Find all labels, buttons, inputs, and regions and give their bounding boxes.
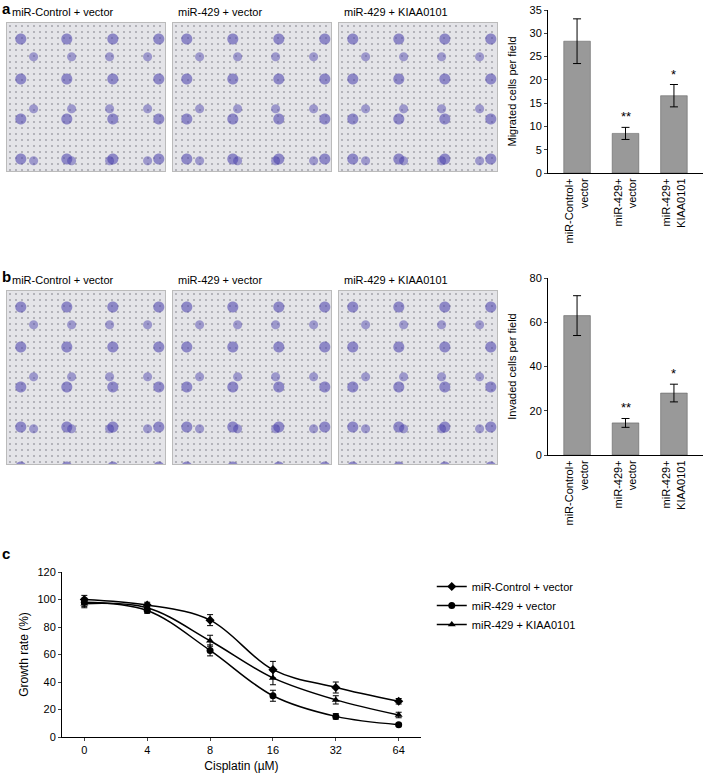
svg-text:0: 0 [536,449,542,461]
html-text:miR-429 + vector: miR-429 + vector [178,6,263,18]
svg-text:5: 5 [536,144,542,156]
svg-text:30: 30 [530,27,542,39]
svg-text:40: 40 [530,360,542,372]
svg-text:0: 0 [536,167,542,179]
svg-text:20: 20 [44,703,56,715]
svg-text:miR-429 + vector: miR-429 + vector [472,600,556,612]
html-text:miR-429 + KIAA0101: miR-429 + KIAA0101 [344,274,448,286]
svg-text:35: 35 [530,4,542,16]
html-text:c: c [2,545,11,562]
svg-text:25: 25 [530,50,542,62]
svg-text:*: * [671,366,676,381]
svg-text:60: 60 [44,648,56,660]
svg-text:**: ** [621,400,631,415]
svg-text:Growth rate (%): Growth rate (%) [17,612,31,697]
svg-text:16: 16 [267,744,279,756]
svg-text:0: 0 [50,731,56,743]
svg-text:Cisplatin (µM): Cisplatin (µM) [204,759,278,773]
svg-text:15: 15 [530,97,542,109]
svg-text:8: 8 [207,744,213,756]
svg-text:120: 120 [37,566,55,578]
svg-text:100: 100 [37,593,55,605]
html-text:amiR-Control + vector: amiR-Control + vector [2,0,114,18]
svg-text:64: 64 [393,744,405,756]
svg-text:miR-429+vector: miR-429+vector [612,178,638,226]
svg-text:*: * [671,67,676,82]
svg-text:miR-Control+vector: miR-Control+vector [563,178,589,243]
svg-text:miR-429+KIAA0101: miR-429+KIAA0101 [660,460,686,510]
svg-text:miR-Control + vector: miR-Control + vector [472,581,574,593]
svg-text:Migrated cells per field: Migrated cells per field [506,36,518,146]
svg-text:20: 20 [530,74,542,86]
svg-text:10: 10 [530,120,542,132]
svg-text:miR-429 + KIAA0101: miR-429 + KIAA0101 [472,619,576,631]
html-text:miR-429 + vector: miR-429 + vector [178,274,263,286]
html-text:miR-429 + KIAA0101: miR-429 + KIAA0101 [344,6,448,18]
svg-text:60: 60 [530,316,542,328]
svg-text:miR-429+KIAA0101: miR-429+KIAA0101 [660,178,686,228]
svg-text:**: ** [621,109,631,124]
svg-text:40: 40 [44,676,56,688]
svg-text:20: 20 [530,405,542,417]
svg-text:80: 80 [44,621,56,633]
svg-text:32: 32 [330,744,342,756]
svg-text:miR-Control+vector: miR-Control+vector [563,460,589,525]
svg-text:4: 4 [144,744,150,756]
html-text:bmiR-Control + vector: bmiR-Control + vector [2,268,114,286]
svg-text:80: 80 [530,272,542,284]
svg-text:Invaded cells per field: Invaded cells per field [506,313,518,419]
svg-text:0: 0 [81,744,87,756]
svg-text:miR-429+vector: miR-429+vector [612,460,638,508]
